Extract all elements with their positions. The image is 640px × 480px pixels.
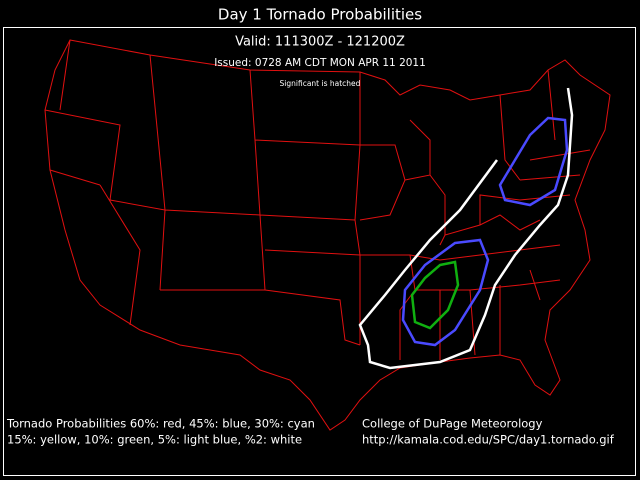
contour-5-percent — [401, 238, 490, 347]
hatch-note: Significant is hatched — [280, 79, 361, 88]
state-borders — [44, 39, 611, 431]
valid-time: Valid: 111300Z - 121200Z — [235, 35, 405, 50]
credit-line: http://kamala.cod.edu/SPC/day1.tornado.g… — [362, 433, 615, 447]
contour-5-percent — [498, 116, 569, 207]
credit-line: College of DuPage Meteorology — [362, 417, 543, 431]
contour-10-percent — [410, 260, 460, 330]
legend-line: 15%: yellow, 10%: green, 5%: light blue,… — [7, 433, 302, 447]
title: Day 1 Tornado Probabilities — [218, 6, 422, 24]
legend-line: Tornado Probabilities 60%: red, 45%: blu… — [6, 417, 315, 431]
issued-time: Issued: 0728 AM CDT MON APR 11 2011 — [214, 57, 426, 69]
map-frame — [3, 27, 636, 476]
contour-2-percent — [358, 87, 574, 370]
outlook-contours — [358, 87, 574, 370]
